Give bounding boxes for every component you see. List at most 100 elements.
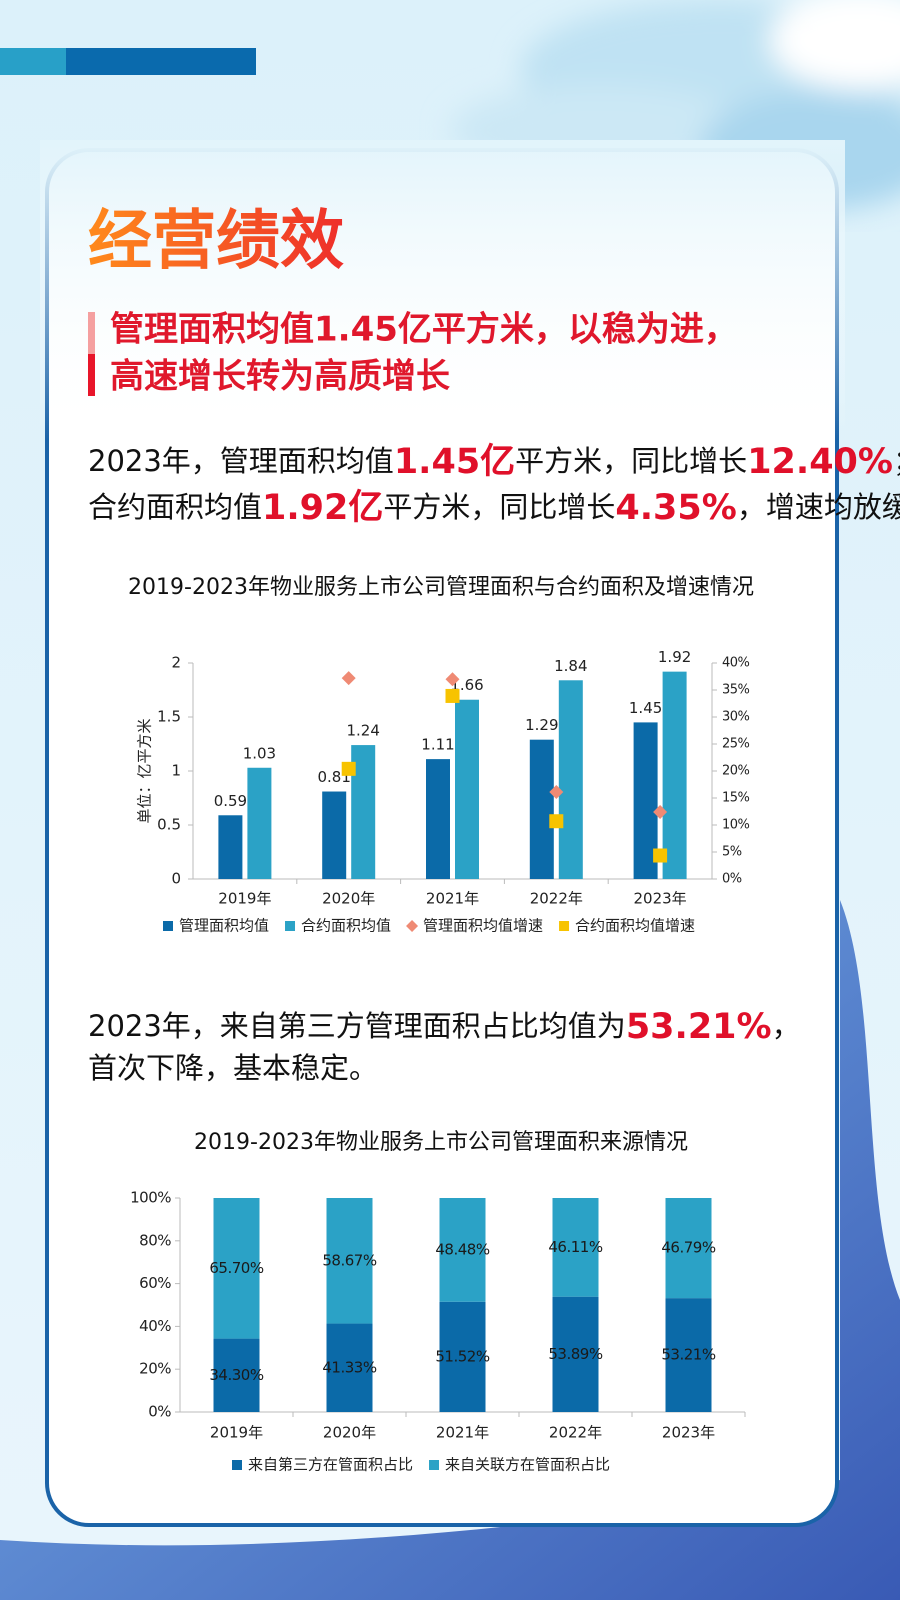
paragraph-line: 2023年，来自第三方管理面积占比均值为53.21%， [88,1007,801,1047]
legend-marker [559,921,570,931]
x-tick-label: 2023年 [634,890,687,908]
bar-segment [552,1296,599,1412]
bar [662,671,687,879]
y2-tick-label: 10% [722,818,750,833]
growth-marker [341,671,356,686]
data-label: 34.30% [209,1366,263,1384]
data-label: 1.24 [346,722,379,740]
x-tick-label: 2020年 [322,890,375,908]
bar-segment [213,1338,260,1412]
x-tick-label: 2019年 [210,1424,263,1442]
page-title: 经营绩效 [88,205,344,279]
accent-bar [88,312,95,354]
bar [558,680,583,879]
y-tick-label: 60% [139,1274,171,1292]
corner-bar [66,48,256,75]
corner-bar [0,48,66,75]
y-tick-label: 0.5 [157,816,181,834]
y-tick-label: 2 [171,654,181,672]
y-tick-label: 0 [171,870,181,888]
data-label: 1.11 [421,736,454,754]
legend-marker [406,920,419,932]
bar [322,791,347,879]
y2-tick-label: 40% [722,656,750,671]
legend-label: 合约面积均值 [301,917,391,935]
data-label: 1.92 [658,648,691,666]
y-tick-label: 0% [148,1403,171,1421]
accent-bar [88,354,95,396]
y-tick-label: 20% [139,1360,171,1378]
y2-tick-label: 30% [722,710,750,725]
x-tick-label: 2022年 [549,1424,602,1442]
growth-marker [341,761,356,776]
data-label: 46.11% [548,1238,602,1256]
data-label: 41.33% [322,1358,376,1376]
x-tick-label: 2021年 [426,890,479,908]
paragraph-text: ； [893,444,900,478]
paragraph-text: 2023年，管理面积均值 [88,444,394,478]
bar [455,699,479,879]
card-fade [40,140,845,440]
highlight-number: 4.35% [615,488,736,528]
bar-segment [439,1198,486,1302]
paragraph-line: 2023年，管理面积均值1.45亿平方米，同比增长12.40%； [88,442,900,482]
legend-label: 合约面积均值增速 [575,917,695,935]
legend-marker [163,921,173,931]
y2-tick-label: 25% [722,737,750,752]
bar-segment [552,1198,599,1297]
growth-marker [549,814,564,829]
legend-label: 来自关联方在管面积占比 [445,1456,610,1474]
growth-marker [445,688,460,703]
x-tick-label: 2021年 [436,1424,489,1442]
legend-marker [285,921,296,931]
highlight-number: 12.40% [747,442,893,482]
paragraph-text: ，增速均放缓。 [737,490,900,524]
bar [218,815,243,879]
y2-tick-label: 35% [722,683,750,698]
x-tick-label: 2019年 [218,890,271,908]
data-label: 48.48% [435,1240,489,1258]
bar-segment [439,1301,486,1412]
legend-label: 管理面积均值增速 [423,917,543,935]
paragraph-text: ， [772,1009,801,1043]
bar [247,767,272,879]
growth-marker [653,805,668,820]
data-label: 0.59 [214,792,247,810]
bar [529,739,554,879]
paragraph-text: 平方米，同比增长 [383,490,615,524]
bar-segment [665,1198,712,1299]
y2-tick-label: 0% [722,872,742,887]
bar-segment [326,1198,373,1324]
y2-tick-label: 5% [722,845,742,860]
data-label: 53.21% [661,1346,715,1364]
data-label: 1.03 [243,744,276,762]
paragraph-line: 首次下降，基本稳定。 [88,1051,378,1085]
highlight-number: 1.92亿 [262,488,383,528]
data-label: 46.79% [661,1239,715,1257]
growth-marker [445,672,460,687]
paragraph-text: 2023年，来自第三方管理面积占比均值为 [88,1009,626,1043]
paragraph-text: 平方米，同比增长 [515,444,747,478]
y-tick-label: 40% [139,1317,171,1335]
y-tick-label: 1.5 [157,708,181,726]
data-label: 1.45 [629,699,662,717]
paragraph-text: 首次下降，基本稳定。 [88,1051,378,1085]
data-label: 1.29 [525,716,558,734]
subtitle: 高速增长转为高质增长 [110,357,450,397]
bar-segment [326,1323,373,1412]
y-tick-label: 100% [130,1189,171,1207]
growth-marker [653,848,668,863]
data-label: 51.52% [435,1347,489,1365]
growth-marker [549,785,564,800]
x-tick-label: 2022年 [530,890,583,908]
y-tick-label: 80% [139,1231,171,1249]
y-axis-label: 单位：亿平方米 [136,718,154,823]
subtitle: 管理面积均值1.45亿平方米，以稳为进， [110,310,738,350]
y2-tick-label: 20% [722,764,750,779]
data-label: 58.67% [322,1251,376,1269]
x-tick-label: 2023年 [662,1424,715,1442]
data-label: 1.84 [554,657,587,675]
legend-label: 来自第三方在管面积占比 [248,1456,413,1474]
